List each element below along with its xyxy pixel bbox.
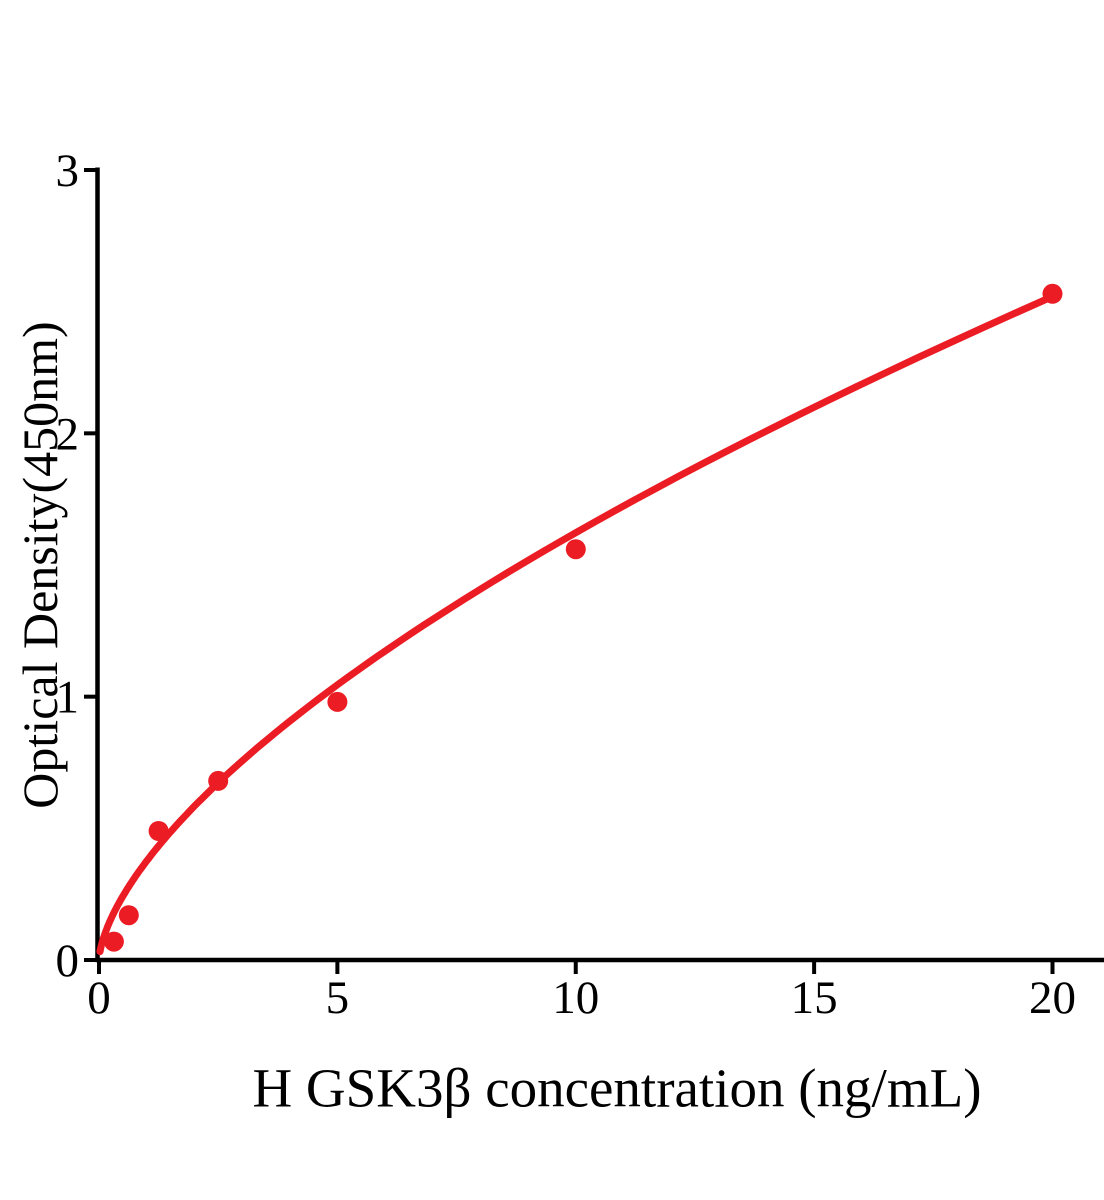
x-tick-label: 20 [1029, 972, 1076, 1024]
data-point [565, 539, 586, 560]
y-tick-label: 0 [56, 935, 80, 987]
y-tick-label: 2 [56, 408, 80, 460]
x-tick-label: 0 [87, 972, 111, 1024]
fit-curve [96, 293, 1056, 956]
data-point [327, 691, 348, 712]
x-tick-label: 15 [791, 972, 838, 1024]
data-point [1042, 283, 1063, 304]
data-point [148, 821, 169, 841]
x-axis-title: H GSK3β concentration (ng/mL) [252, 1057, 982, 1119]
y-axis-title: Optical Density(450nm) [12, 321, 68, 809]
x-tick-label: 10 [552, 972, 599, 1024]
y-tick-label: 3 [56, 145, 80, 197]
data-point [118, 905, 139, 926]
data-point [103, 931, 124, 952]
x-tick-label: 5 [326, 972, 350, 1024]
data-point [208, 770, 229, 791]
y-tick-label: 1 [56, 672, 80, 724]
